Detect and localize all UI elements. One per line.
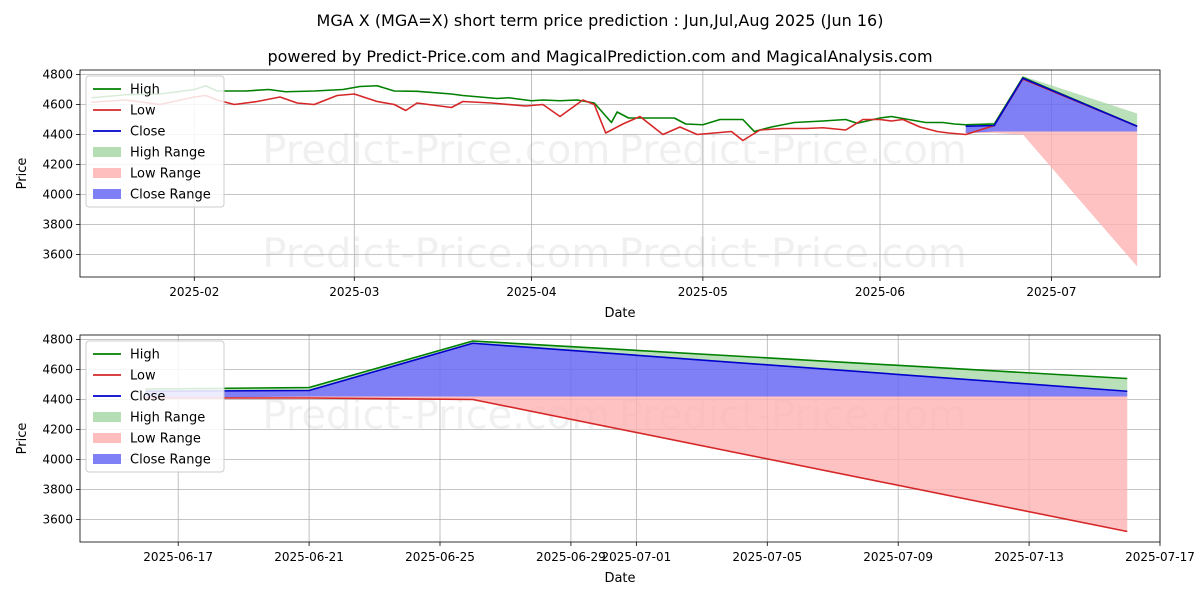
legend-label: High	[130, 348, 160, 363]
close-series-line	[145, 342, 1128, 393]
y-axis-label: Price	[15, 423, 30, 455]
low-range-fill	[965, 131, 1138, 267]
watermark: Predict-Price.com	[262, 128, 610, 174]
chart-subtitle: powered by Predict-Price.com and Magical…	[267, 47, 932, 66]
high-range-fill	[965, 76, 1138, 127]
y-tick-label: 4800	[42, 68, 73, 82]
x-tick-label: 2025-06-21	[274, 550, 344, 564]
close-range-fill	[145, 343, 1128, 398]
top-panel: Predict-Price.com Predict-Price.comPredic…	[15, 68, 1161, 321]
x-tick-label: 2025-05	[678, 285, 728, 299]
x-tick-label: 2025-07-09	[863, 550, 933, 564]
y-tick-label: 4400	[42, 128, 73, 142]
y-tick-label: 4000	[42, 453, 73, 467]
y-tick-label: 3600	[42, 248, 73, 262]
watermark: Predict-Price.com	[619, 128, 967, 174]
legend-label: Low	[130, 369, 156, 384]
y-axis-label: Price	[15, 158, 30, 190]
y-tick-label: 4800	[42, 333, 73, 347]
high-series-line	[91, 76, 1138, 133]
legend-swatch	[93, 147, 121, 157]
legend: High Low Close High Range Low Range Close Ran…	[85, 340, 225, 473]
legend-label: Close	[130, 390, 165, 405]
low-range-fill	[145, 396, 1128, 532]
x-tick-label: 2025-06-17	[143, 550, 213, 564]
legend: High Low Close High Range Low Range Close Ran…	[85, 75, 225, 208]
y-tick-label: 4000	[42, 188, 73, 202]
x-tick-label: 2025-06-29	[536, 550, 606, 564]
x-axis-label: Date	[604, 571, 635, 586]
x-tick-label: 2025-07-17	[1125, 550, 1195, 564]
legend-swatch	[93, 189, 121, 199]
y-tick-label: 3800	[42, 483, 73, 497]
high-series-line	[145, 340, 1128, 390]
x-tick-label: 2025-07-05	[732, 550, 802, 564]
legend-label: Low Range	[130, 432, 201, 447]
legend-swatch	[93, 412, 121, 422]
legend-label: Close Range	[130, 188, 211, 203]
legend-label: Low	[130, 104, 156, 119]
y-tick-label: 4600	[42, 363, 73, 377]
x-tick-label: 2025-04	[506, 285, 556, 299]
legend-swatch	[93, 454, 121, 464]
x-tick-label: 2025-06-25	[405, 550, 475, 564]
close-range-fill	[965, 78, 1138, 133]
legend-label: High Range	[130, 146, 205, 161]
y-tick-label: 3600	[42, 513, 73, 527]
close-series-line	[965, 77, 1138, 128]
legend-swatch	[93, 168, 121, 178]
legend-label: High Range	[130, 411, 205, 426]
y-tick-label: 4400	[42, 393, 73, 407]
legend-label: Close Range	[130, 453, 211, 468]
x-tick-label: 2025-07	[1026, 285, 1076, 299]
y-tick-label: 4600	[42, 98, 73, 112]
chart-title: MGA X (MGA=X) short term price predictio…	[317, 11, 884, 30]
y-tick-label: 4200	[42, 158, 73, 172]
x-tick-label: 2025-03	[329, 285, 379, 299]
plot-frame	[79, 334, 1161, 543]
x-tick-label: 2025-06	[855, 285, 905, 299]
y-tick-label: 4200	[42, 423, 73, 437]
legend-label: Low Range	[130, 167, 201, 182]
x-tick-label: 2025-07-13	[994, 550, 1064, 564]
x-tick-label: 2025-02	[169, 285, 219, 299]
legend-swatch	[93, 433, 121, 443]
legend-label: High	[130, 83, 160, 98]
x-tick-label: 2025-07-01	[601, 550, 671, 564]
y-tick-label: 3800	[42, 218, 73, 232]
x-axis-label: Date	[604, 306, 635, 321]
low-series-line	[145, 397, 1128, 533]
legend-label: Close	[130, 125, 165, 140]
bottom-panel: Predict-Price.comPredict-Price.com360038…	[15, 333, 1195, 587]
plot-frame	[79, 69, 1161, 278]
low-series-line	[91, 78, 1138, 142]
